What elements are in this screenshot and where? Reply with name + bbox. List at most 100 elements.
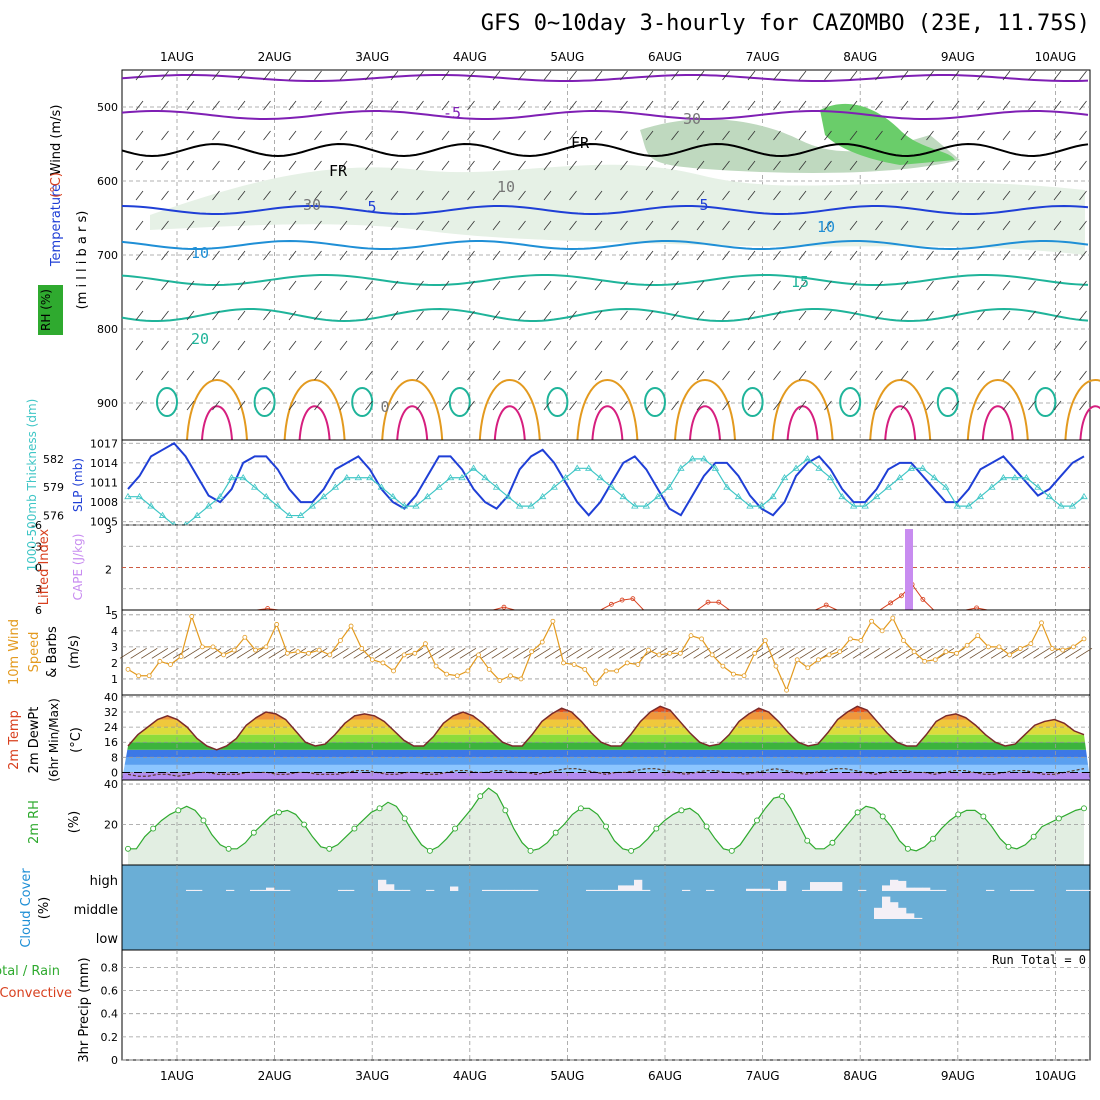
wind-barb [824,310,832,321]
wind-barb [288,250,297,261]
cloud-level-label: middle [74,903,118,918]
upper-temp-unit-label: (°C) [49,172,64,198]
wind-barb [135,220,144,231]
cape-bar [905,529,913,610]
isotherm-25 [966,379,1029,441]
wind-barb [773,250,781,261]
cloud-high-bar [770,889,779,891]
wind-barb [722,190,730,201]
cloud-high-bar [746,888,755,891]
wind-barb [824,70,832,81]
wind-barb [263,400,271,411]
li-y-tick-label: 3 [35,583,42,596]
wind-barb-10m [417,647,434,659]
rh-point [904,845,911,852]
wind-speed-point [741,673,747,679]
wind-barb-10m [587,647,604,659]
wind-barb [135,190,144,201]
wind-barb [977,160,985,171]
isoline-freezing [121,143,1089,158]
wind-barb-10m [842,647,859,659]
wind-speed-point [731,671,736,677]
wind-barb [926,280,934,291]
precip-unit-label: 3hr Precip (mm) [77,957,92,1062]
wind-barb [849,400,858,411]
cloud-high-bar [610,889,619,891]
wind-barb [467,100,475,111]
wind-barb [849,280,858,291]
wind-barb [1002,220,1011,231]
wind-barb [1002,190,1011,201]
thickness-point [239,474,247,481]
wind-barb [645,160,654,171]
isotherm-30 [201,405,233,441]
wind-barb [314,310,322,321]
wind-barb [1053,220,1062,231]
cape-y-tick-label: 3 [105,523,112,536]
wind-speed-point [327,652,333,658]
wind-barb [135,370,144,381]
wind-barb [722,250,730,261]
wind-barb [1002,370,1011,381]
wind-barb [1079,130,1087,141]
wind-barb [339,250,348,261]
wind-barb [849,370,858,381]
wind-barb [161,220,169,231]
lifted-index-label: Lifted Index [37,528,52,605]
wind-barb [645,310,654,321]
wind-barb [747,100,756,111]
wind-barb [951,310,960,321]
wind-barb [263,100,271,111]
wind-barb [237,370,246,381]
slp-y-tick-label: 1011 [90,477,118,490]
wind-speed-point [1049,646,1055,651]
wind-barb [951,100,960,111]
wind-barb [1079,340,1087,351]
wind-barb [722,160,730,171]
thickness-point [423,492,432,500]
thickness-point [446,474,455,481]
wind-barb [569,310,577,321]
x-tick-label-top: 2AUG [258,50,292,64]
wind-barb [467,400,475,411]
wind-barb [722,400,730,411]
wind-speed-point [550,618,556,624]
wind-barb [441,130,450,141]
wind-barb [212,160,220,171]
run-total-annotation: Run Total = 0 [992,953,1086,967]
wind-barb-10m [151,647,169,659]
wind-barb [186,100,195,111]
wind-barb [263,70,271,81]
wind-barb-10m [491,647,508,659]
wind-barb [263,370,271,381]
wind-barb [186,370,195,381]
thickness-point [377,483,386,490]
wind-barb [263,130,271,141]
wind-barb [798,190,807,201]
wind-barb [416,100,424,111]
wind-barbs-label: & Barbs [45,626,60,678]
wind-barb [263,220,271,231]
li-y-tick-label: 6 [35,604,42,617]
wind-barb [722,340,730,351]
wind-barb [773,220,781,231]
wind-barb [1028,280,1036,291]
wind-barb [543,100,552,111]
precip-y-tick-label: 0.2 [101,1031,119,1044]
wind-barb [773,130,781,141]
wind-barb [212,250,220,261]
rh-point [301,821,308,828]
wind-barb [620,220,628,231]
wind-barb-10m [236,647,254,659]
wind-barb [390,280,399,291]
wind-barb [645,190,654,201]
thickness-point [815,464,823,471]
wind-speed-point [295,649,301,655]
thickness-point [158,511,167,518]
wind-barb [543,70,552,81]
wind-barb [288,220,297,231]
x-tick-label-top: 6AUG [648,50,682,64]
wind-barb-10m [172,647,190,659]
wind-barb [390,100,399,111]
